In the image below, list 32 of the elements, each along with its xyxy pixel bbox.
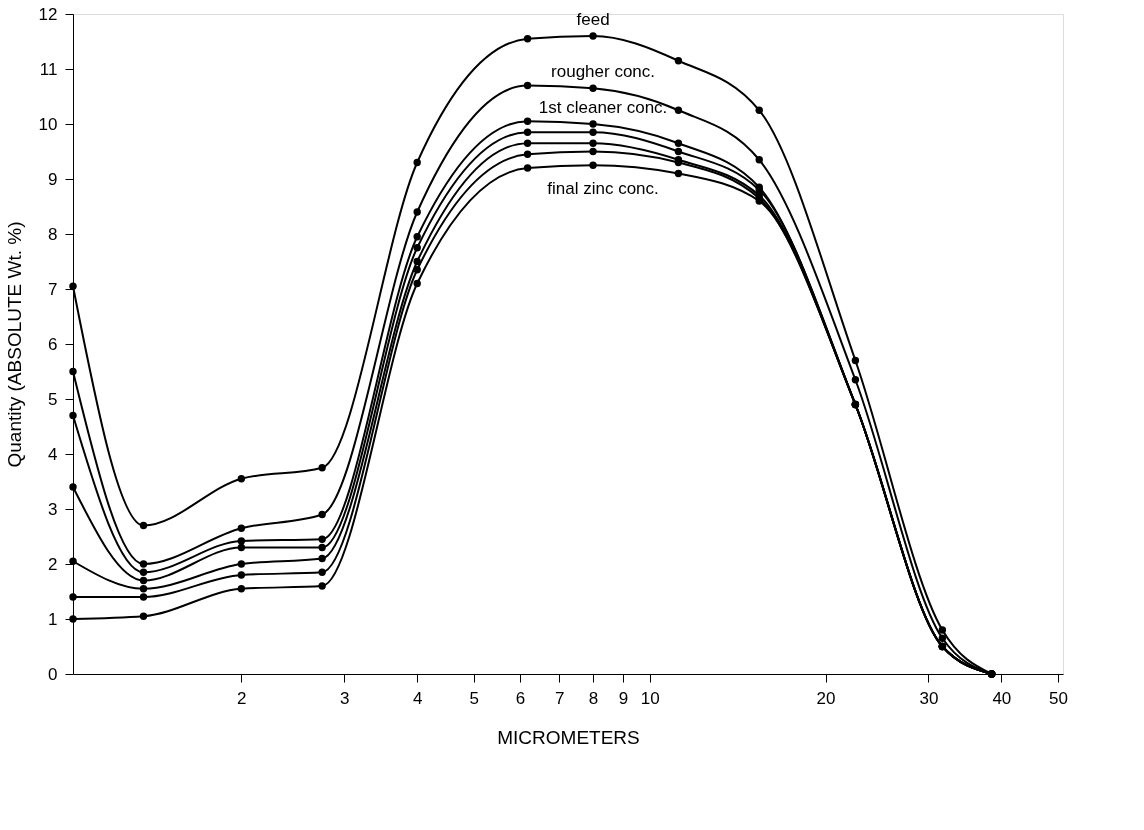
y-tick-label: 2 bbox=[48, 554, 58, 574]
x-tick-label: 10 bbox=[640, 688, 660, 708]
x-tick-label: 2 bbox=[237, 688, 247, 708]
y-tick-label: 11 bbox=[39, 59, 58, 79]
y-tick-label: 4 bbox=[48, 444, 58, 464]
y-tick-label: 6 bbox=[48, 334, 58, 354]
x-tick-label: 4 bbox=[412, 688, 423, 708]
x-tick-label: 20 bbox=[816, 688, 836, 708]
series-label: rougher conc. bbox=[551, 62, 656, 82]
y-tick-label: 1 bbox=[48, 609, 58, 629]
x-tick-label: 9 bbox=[618, 688, 629, 708]
y-tick-label: 5 bbox=[48, 389, 58, 409]
x-tick-label: 7 bbox=[554, 688, 565, 708]
x-tick-label: 3 bbox=[339, 688, 350, 708]
y-axis-title: Quantity (ABSOLUTE Wt. %) bbox=[3, 221, 25, 468]
x-tick-label: 30 bbox=[919, 688, 939, 708]
y-tick-label: 8 bbox=[48, 224, 58, 244]
x-tick-label: 6 bbox=[515, 688, 526, 708]
x-tick-label: 8 bbox=[588, 688, 599, 708]
y-tick-label: 9 bbox=[48, 169, 58, 189]
x-axis-title: MICROMETERS bbox=[497, 726, 640, 748]
x-tick-label: 5 bbox=[469, 688, 480, 708]
x-tick-label: 50 bbox=[1049, 688, 1068, 708]
y-tick-label: 3 bbox=[48, 499, 58, 519]
series-label: final zinc conc. bbox=[547, 179, 659, 199]
y-tick-label: 0 bbox=[48, 664, 58, 684]
y-tick-label: 10 bbox=[38, 114, 58, 134]
series-label: feed bbox=[576, 10, 610, 29]
y-tick-label: 12 bbox=[38, 4, 58, 24]
series-label: 1st cleaner conc. bbox=[538, 98, 668, 117]
y-tick-label: 7 bbox=[48, 279, 58, 299]
x-tick-label: 40 bbox=[992, 688, 1012, 708]
